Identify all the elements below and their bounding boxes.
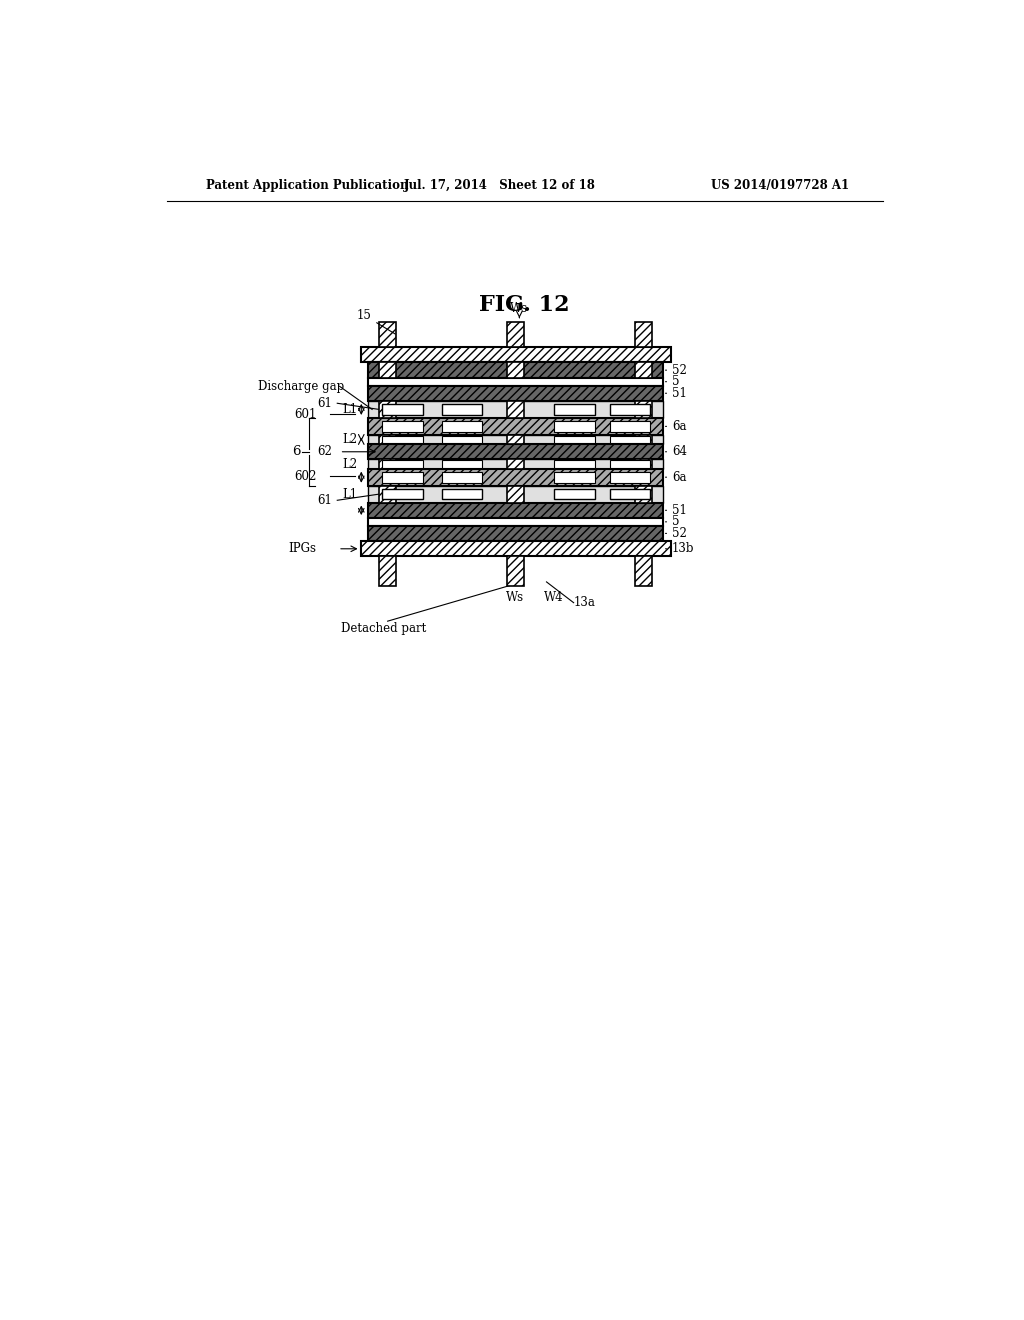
Text: Detached part: Detached part — [341, 622, 426, 635]
Bar — [369, 434, 663, 444]
Text: 51: 51 — [666, 387, 687, 400]
Bar — [369, 444, 663, 459]
Bar — [379, 401, 396, 418]
Text: 52: 52 — [666, 363, 687, 376]
Bar — [382, 404, 423, 414]
Bar — [369, 517, 663, 525]
Bar — [382, 421, 423, 432]
Text: 6a: 6a — [666, 471, 686, 483]
Bar — [554, 436, 595, 444]
Text: 61: 61 — [317, 397, 332, 409]
Bar — [360, 347, 671, 363]
Bar — [369, 378, 663, 385]
Bar — [507, 486, 524, 503]
Text: 51: 51 — [666, 504, 687, 517]
Text: L1: L1 — [342, 487, 357, 500]
Bar — [635, 322, 652, 347]
Bar — [507, 363, 524, 378]
Bar — [442, 404, 482, 414]
Bar — [442, 488, 482, 499]
Bar — [610, 488, 650, 499]
Text: 601: 601 — [294, 408, 316, 421]
Bar — [635, 459, 652, 469]
Text: 15: 15 — [356, 309, 395, 334]
Bar — [369, 469, 663, 486]
Bar — [635, 557, 652, 586]
Bar — [610, 404, 650, 414]
Text: Ws: Ws — [507, 591, 524, 605]
Bar — [442, 436, 482, 444]
Bar — [554, 421, 595, 432]
Text: 62: 62 — [317, 445, 332, 458]
Text: Jul. 17, 2014   Sheet 12 of 18: Jul. 17, 2014 Sheet 12 of 18 — [404, 178, 596, 191]
Bar — [610, 461, 650, 467]
Text: Discharge gap: Discharge gap — [258, 380, 344, 393]
Bar — [442, 471, 482, 483]
Bar — [507, 401, 524, 418]
Bar — [369, 459, 663, 469]
Bar — [369, 401, 663, 418]
Bar — [554, 471, 595, 483]
Text: IPGs: IPGs — [289, 543, 316, 556]
Bar — [610, 436, 650, 444]
Bar — [382, 461, 423, 467]
Bar — [635, 434, 652, 444]
Bar — [507, 322, 524, 347]
Bar — [507, 557, 524, 586]
Bar — [442, 421, 482, 432]
Bar — [554, 461, 595, 467]
Bar — [635, 486, 652, 503]
Bar — [369, 486, 663, 503]
Text: 5: 5 — [666, 375, 680, 388]
Bar — [635, 363, 652, 378]
Text: 13b: 13b — [666, 543, 694, 556]
Text: 5: 5 — [666, 515, 680, 528]
Bar — [379, 363, 396, 378]
Text: W4: W4 — [545, 591, 564, 605]
Bar — [369, 418, 663, 434]
Bar — [382, 488, 423, 499]
Bar — [360, 541, 671, 557]
Bar — [379, 557, 396, 586]
Bar — [442, 461, 482, 467]
Bar — [379, 486, 396, 503]
Bar — [369, 503, 663, 517]
Text: Ws: Ws — [510, 302, 528, 314]
Bar — [382, 436, 423, 444]
Text: FIG. 12: FIG. 12 — [479, 294, 570, 315]
Text: L2: L2 — [342, 458, 357, 471]
Bar — [379, 322, 396, 347]
Text: 13a: 13a — [573, 597, 596, 610]
Text: L1: L1 — [342, 403, 357, 416]
Bar — [554, 404, 595, 414]
Text: US 2014/0197728 A1: US 2014/0197728 A1 — [711, 178, 849, 191]
Text: 52: 52 — [666, 527, 687, 540]
Bar — [369, 363, 663, 378]
Text: 61: 61 — [317, 494, 332, 507]
Bar — [379, 434, 396, 444]
Bar — [610, 471, 650, 483]
Bar — [507, 434, 524, 444]
Text: 6: 6 — [292, 445, 301, 458]
Text: Patent Application Publication: Patent Application Publication — [206, 178, 408, 191]
Bar — [369, 385, 663, 401]
Text: 6a: 6a — [666, 420, 686, 433]
Bar — [554, 488, 595, 499]
Bar — [635, 401, 652, 418]
Text: 64: 64 — [666, 445, 687, 458]
Bar — [369, 525, 663, 541]
Bar — [507, 459, 524, 469]
Text: L2: L2 — [342, 433, 357, 446]
Bar — [610, 421, 650, 432]
Bar — [382, 471, 423, 483]
Bar — [379, 459, 396, 469]
Text: 602: 602 — [294, 470, 316, 483]
